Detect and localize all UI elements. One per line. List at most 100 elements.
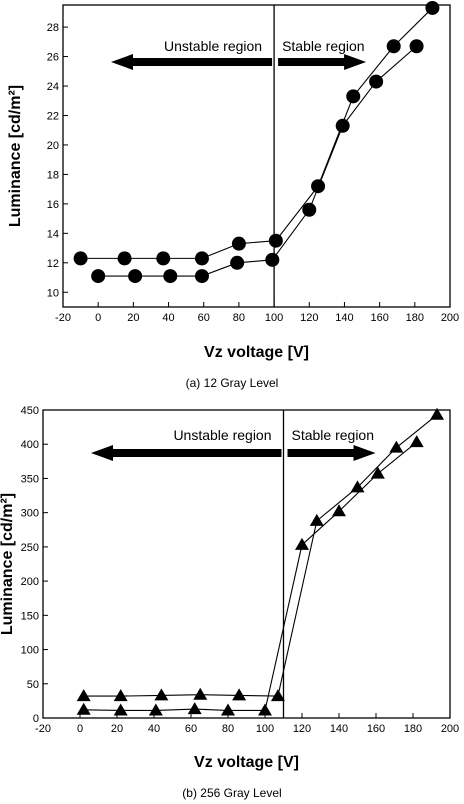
data-point [113,689,128,702]
series-line-2 [98,45,417,277]
plot-frame [42,409,451,719]
y-tick-label: 14 [47,228,59,240]
x-tick-label: 60 [185,723,197,735]
data-point [76,702,91,715]
x-tick-label: 60 [198,312,210,324]
y-tick-label: 350 [21,473,39,485]
y-tick-label: 150 [21,610,39,622]
x-axis-title: Vz voltage [V] [194,754,299,771]
data-point [163,269,178,284]
x-tick-label: 40 [162,312,174,324]
data-point [295,537,309,550]
x-tick-label: 180 [404,723,422,735]
y-tick-label: 16 [47,199,59,211]
y-tick-label: 28 [47,22,59,34]
y-tick-label: 400 [21,439,39,451]
data-point [194,251,209,266]
stable-region-label: Stable region [292,427,375,443]
series-line-2 [83,441,418,712]
chart-panel-b: -20 0 20 40 60 80 100 120 140 160 180 2000501001502… [0,405,459,800]
y-axis-title: Luminance [cd/m²] [0,493,16,635]
stable-region-label: Stable region [282,38,365,54]
data-point [194,269,209,284]
y-tick-label: 250 [21,542,39,554]
plot-frame [62,4,451,308]
data-point [369,74,384,89]
x-tick-label: 100 [265,312,283,324]
unstable-region-arrow [91,445,282,461]
data-point [231,236,246,251]
data-point [148,703,163,716]
x-axis-title: Vz voltage [V] [204,344,309,361]
y-axis-title: Luminance [cd/m²] [7,85,24,227]
y-tick-label: 10 [47,287,59,299]
x-tick-label: -20 [55,312,71,324]
data-point [302,202,317,217]
x-tick-label: 200 [441,312,459,324]
x-tick-label: 120 [293,723,311,735]
data-point [187,702,202,715]
data-point [409,435,424,448]
data-point [430,407,445,420]
data-point [425,0,440,15]
x-tick-label: 200 [441,723,459,735]
data-point [154,688,169,701]
x-tick-label: 140 [330,723,348,735]
x-tick-label: 100 [256,723,274,735]
unstable-region-label: Unstable region [173,427,271,443]
data-point [265,252,280,267]
figure-caption: (a) 12 Gray Level [186,376,279,390]
unstable-region-arrow [111,54,273,70]
x-tick-label: 160 [370,312,388,324]
x-tick-label: 160 [367,723,385,735]
y-tick-label: 18 [47,169,59,181]
data-point [332,504,346,517]
x-tick-label: 40 [148,723,160,735]
data-point [113,703,128,716]
unstable-region-label: Unstable region [164,38,262,54]
x-tick-label: 0 [77,723,83,735]
y-tick-label: 22 [47,110,59,122]
x-tick-label: 180 [406,312,424,324]
data-point [232,688,247,701]
y-tick-label: 50 [27,679,39,691]
data-point [268,233,283,248]
x-tick-label: 20 [127,312,139,324]
data-point [230,255,245,270]
data-point [386,39,401,54]
y-tick-label: 300 [21,508,39,520]
data-point [370,466,385,479]
x-tick-label: 20 [111,723,123,735]
data-point [76,689,91,702]
x-tick-label: 80 [222,723,234,735]
data-point [73,251,88,266]
y-tick-label: 12 [47,258,59,270]
y-tick-label: 20 [47,140,59,152]
chart-panel-a: -20 0 20 40 60 80 100 120 140 160 180 200 10 12 14 16 18… [7,0,459,390]
figure-caption: (b) 256 Gray Level [182,786,281,800]
data-point [346,89,361,104]
y-tick-label: 24 [47,81,59,93]
x-tick-label: 80 [233,312,245,324]
series-line-1 [83,414,438,697]
y-tick-label: 200 [21,576,39,588]
y-tick-label: 0 [33,713,39,725]
data-point [409,39,424,54]
data-point [117,251,132,266]
stable-region-arrow [287,445,376,461]
data-point [91,269,106,284]
x-tick-label: 120 [300,312,318,324]
data-point [389,440,404,453]
x-tick-label: 140 [335,312,353,324]
data-point [258,703,272,716]
data-point [309,513,324,526]
data-point [193,687,208,700]
series-line-1 [80,7,433,259]
data-point [335,118,350,133]
data-point [156,251,171,266]
x-tick-label: 0 [95,312,101,324]
stable-region-arrow [278,54,367,70]
data-point [270,689,285,702]
y-tick-label: 450 [21,405,39,417]
